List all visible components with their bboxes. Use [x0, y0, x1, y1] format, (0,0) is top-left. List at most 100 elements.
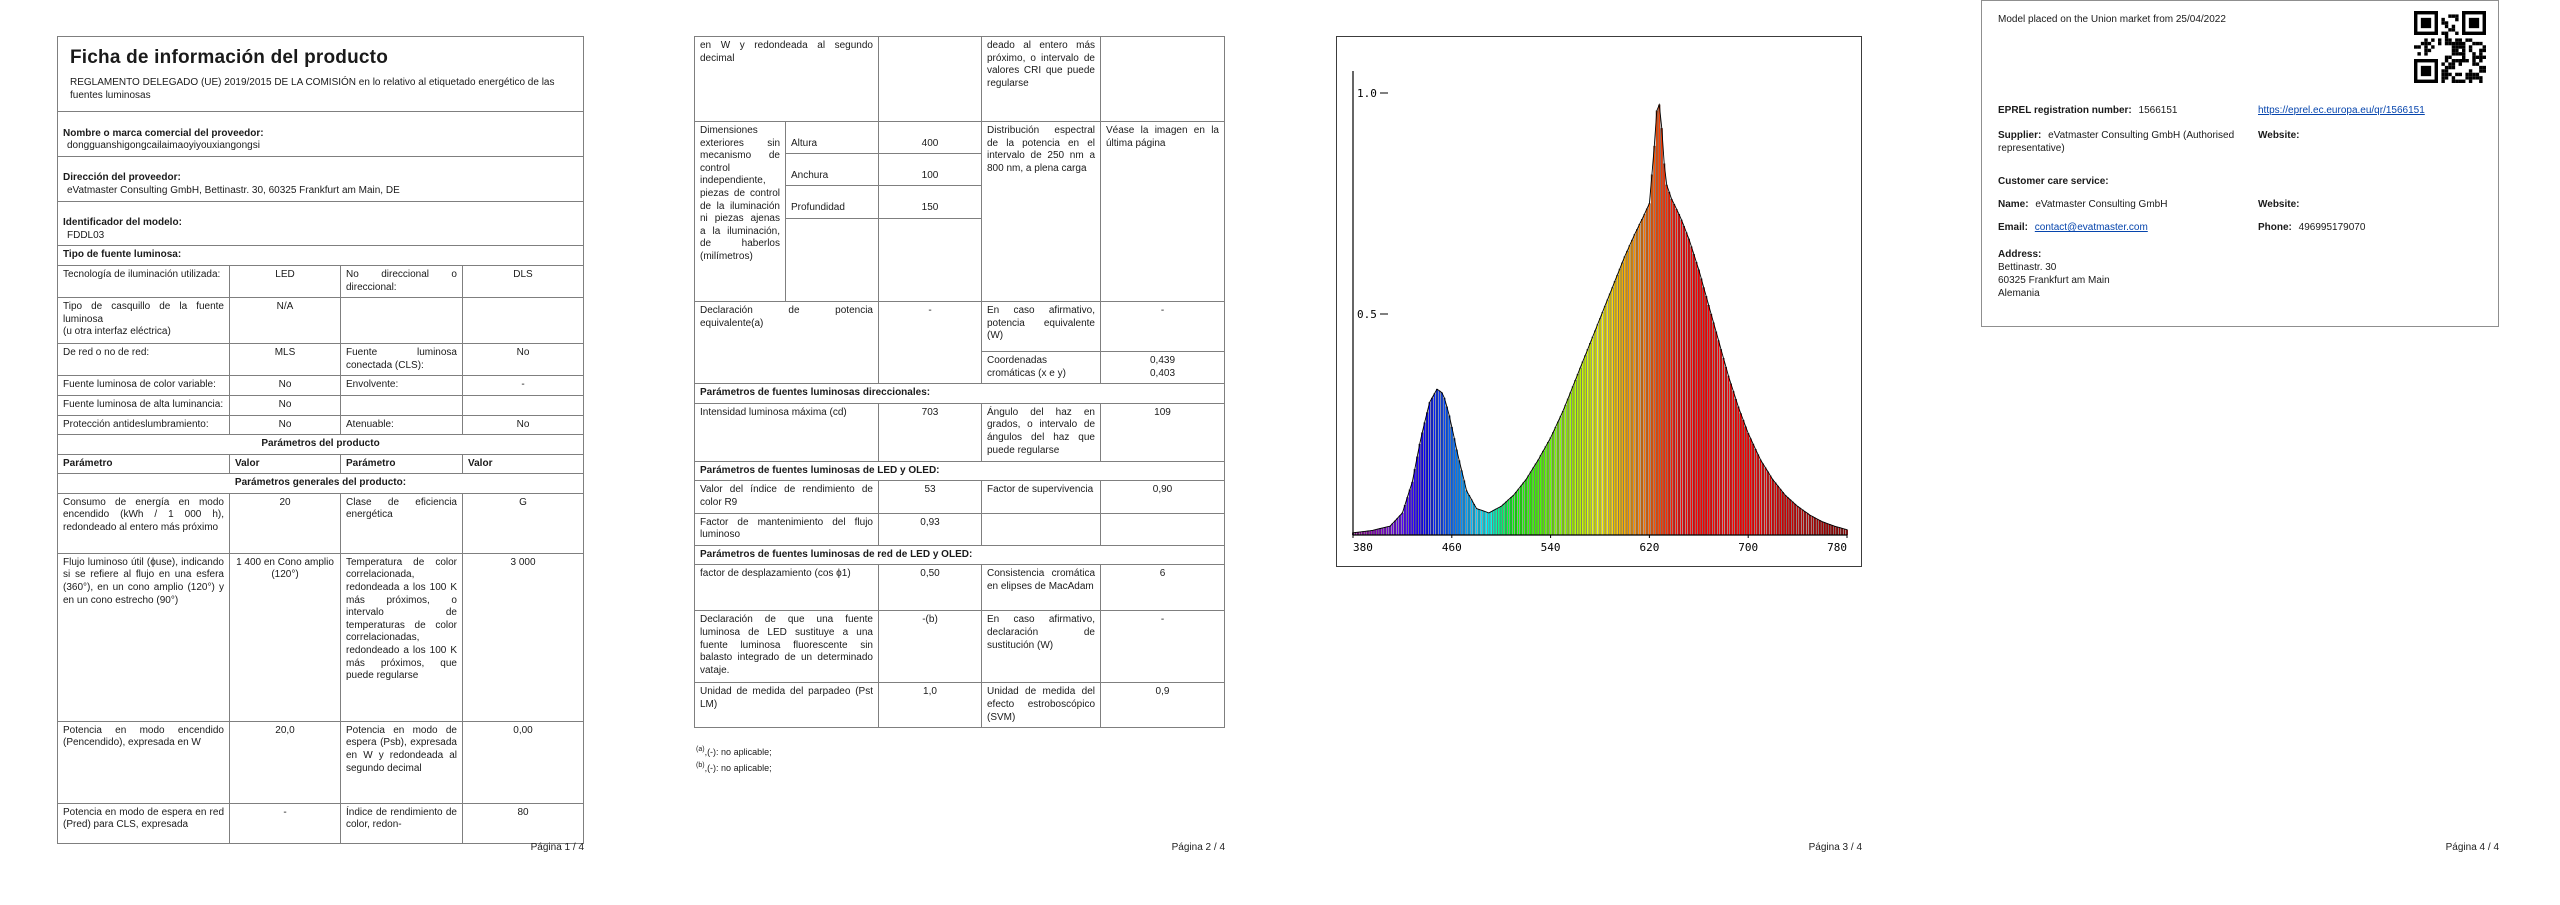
dimension-name: Profundidad — [786, 199, 878, 219]
title-block: Ficha de información del producto REGLAM… — [58, 37, 583, 111]
page-number-2: Página 2 / 4 — [1171, 842, 1225, 853]
dimension-value: 400 — [879, 135, 981, 155]
section-general-parameters: Parámetros generales del producto: — [58, 473, 583, 493]
footnote-text: ,(-): no aplicable; — [704, 747, 772, 758]
value-cell: No — [229, 394, 340, 415]
value-cell: 53 — [878, 480, 981, 513]
value-cell — [878, 37, 981, 121]
table-row: Valor del índice de rendimiento de color… — [695, 480, 1224, 513]
param-cell: Distribución espectral de la potencia en… — [981, 121, 1100, 301]
value-cell: - — [229, 802, 340, 843]
param-cell — [981, 512, 1100, 545]
svg-text:620: 620 — [1639, 541, 1659, 554]
supplier-trade-name: dongguanshigongcailaimaoyiyouxiangongsi — [67, 140, 260, 152]
field-label: Supplier: — [1998, 130, 2042, 141]
value-cell: - — [1100, 301, 1224, 351]
table-row: Protección antideslumbramiento: No Atenu… — [58, 414, 583, 435]
address-line: 60325 Frankfurt am Main — [1998, 275, 2110, 287]
value-cell: 20,0 — [229, 720, 340, 803]
param-cell: Protección antideslumbramiento: — [58, 414, 229, 435]
value-cell: 20 — [229, 492, 340, 553]
column-header: Parámetro — [58, 453, 229, 474]
param-cell: En caso afirmativo, potencia equivalente… — [981, 301, 1100, 351]
value-cell — [462, 297, 583, 344]
param-cell: Factor de mantenimiento del flujo lumino… — [695, 512, 878, 545]
value-cell: No — [462, 414, 583, 435]
table-row: Consumo de energía en modo encendido (kW… — [58, 492, 583, 553]
table-row: Fuente luminosa de color variable: No En… — [58, 375, 583, 395]
param-cell: Potencia en modo de espera (Psb), expres… — [340, 720, 462, 803]
eprel-link[interactable]: https://eprel.ec.europa.eu/qr/1566151 — [2258, 105, 2425, 116]
care-name-row: Name: eVatmaster Consulting GmbH Website… — [1998, 198, 2482, 211]
svg-text:0.5: 0.5 — [1357, 308, 1377, 321]
footnote-marker: (b) — [696, 761, 705, 769]
svg-text:380: 380 — [1353, 541, 1373, 554]
value-cell: No — [229, 375, 340, 395]
dimension-name: Altura — [786, 135, 878, 155]
value-cell: 6 — [1100, 564, 1224, 611]
qr-code — [2414, 11, 2486, 83]
value-cell: 1,0 — [878, 682, 981, 728]
svg-text:700: 700 — [1738, 541, 1758, 554]
table-row: Declaración de potencia equivalente(a) -… — [695, 301, 1224, 351]
table-row: factor de desplazamiento (cos ϕ1) 0,50 C… — [695, 564, 1224, 611]
dimension-name: Anchura — [786, 167, 878, 187]
footnote-a: (a),(-): no aplicable; — [696, 744, 1225, 759]
address-line: Alemania — [1998, 288, 2040, 300]
value-cell: 703 — [878, 402, 981, 461]
param-cell: Tipo de casquillo de la fuente luminosa … — [58, 297, 229, 343]
param-cell: En caso afirmativo, declaración de susti… — [981, 610, 1100, 683]
table-row: Coordenadas cromáticas (x e y) 0,439 0,4… — [695, 351, 1224, 384]
email-link[interactable]: contact@evatmaster.com — [2034, 222, 2148, 233]
footnote-b: (b),(-): no aplicable; — [696, 760, 1225, 775]
product-fiche-page-2: en W y redondeada al segundo decimal dea… — [694, 36, 1225, 775]
param-cell: Tecnología de iluminación utilizada: — [58, 264, 229, 297]
value-cell: G — [462, 492, 583, 553]
column-header: Valor — [462, 453, 583, 474]
care-email: Email: contact@evatmaster.com — [1998, 221, 2248, 234]
value-cell: Véase la imagen en la última página — [1100, 121, 1224, 301]
value-cell: - — [878, 301, 981, 351]
param-cell: deado al entero más próximo, o intervalo… — [981, 37, 1100, 121]
section-light-source-type: Tipo de fuente luminosa: — [58, 245, 583, 265]
dimensions-row: Dimensiones exteriores sin mecanismo de … — [695, 121, 1224, 301]
column-header: Valor — [229, 453, 340, 474]
spectral-distribution-figure: 0.5 1.0 380 460 540 620 700 780 — [1336, 36, 1862, 567]
table-header-row: Parámetro Valor Parámetro Valor — [58, 453, 583, 474]
param-cell: Clase de eficiencia energética — [340, 492, 462, 553]
field-label: EPREL registration number: — [1998, 105, 2132, 116]
supplier-address: eVatmaster Consulting GmbH, Bettinastr. … — [67, 184, 400, 196]
website-label: Website: — [2258, 130, 2300, 141]
table-row: De red o no de red: MLS Fuente luminosa … — [58, 343, 583, 376]
param-cell: Fuente luminosa de alta luminancia: — [58, 394, 229, 415]
supplier-row: Supplier: eVatmaster Consulting GmbH (Au… — [1998, 129, 2482, 155]
param-cell: Envolvente: — [340, 375, 462, 395]
dimension-value: 150 — [879, 199, 981, 219]
value-cell: 1 400 en Cono amplio (120°) — [229, 552, 340, 721]
param-cell: factor de desplazamiento (cos ϕ1) — [695, 564, 878, 610]
param-cell: Factor de supervivencia — [981, 480, 1100, 513]
section-directional-parameters: Parámetros de fuentes luminosas direccio… — [695, 383, 1224, 403]
page-number-1: Página 1 / 4 — [530, 842, 584, 853]
chromaticity-values: 0,439 0,403 — [1100, 351, 1224, 384]
value-cell: No — [462, 343, 583, 376]
value-cell — [462, 394, 583, 415]
svg-text:460: 460 — [1442, 541, 1462, 554]
section-led-oled-parameters: Parámetros de fuentes luminosas de LED y… — [695, 460, 1224, 481]
param-cell: Temperatura de color correlacionada, red… — [340, 552, 462, 721]
footnote-marker: (a) — [696, 746, 705, 754]
table-row: Declaración de que una fuente luminosa d… — [695, 610, 1224, 683]
param-cell: Intensidad luminosa máxima (cd) — [695, 402, 878, 461]
field-label: Phone: — [2258, 222, 2292, 233]
value-cell: 0,9 — [1100, 682, 1224, 728]
website-label: Website: — [2258, 199, 2300, 210]
spectral-power-distribution-chart: 0.5 1.0 380 460 540 620 700 780 — [1351, 71, 1848, 554]
svg-text:540: 540 — [1541, 541, 1561, 554]
customer-care-heading: Customer care service: — [1998, 176, 2109, 187]
value-cell: - — [462, 375, 583, 395]
value-cell: 0,93 — [878, 512, 981, 545]
field-label: Email: — [1998, 222, 2029, 233]
supplier-name: eVatmaster Consulting GmbH (Authorised r… — [1998, 130, 2235, 154]
value-cell: 0,90 — [1100, 480, 1224, 513]
supplier-info: Supplier: eVatmaster Consulting GmbH (Au… — [1998, 129, 2248, 155]
